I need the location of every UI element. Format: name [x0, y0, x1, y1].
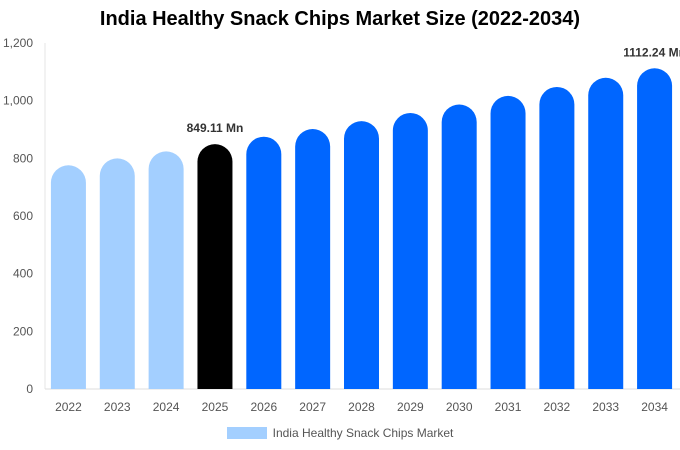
legend-swatch — [226, 427, 267, 439]
bar-2029 — [392, 112, 428, 390]
x-tick-label: 2029 — [397, 400, 424, 414]
bar-2027 — [295, 129, 331, 389]
x-tick-label: 2030 — [446, 400, 473, 414]
y-tick-label: 0 — [26, 382, 33, 396]
bar-2023 — [99, 158, 135, 389]
y-tick-label: 200 — [13, 324, 33, 338]
x-tick-label: 2028 — [348, 400, 375, 414]
y-tick-label: 600 — [13, 209, 33, 223]
x-tick-label: 2034 — [641, 400, 668, 414]
x-tick-label: 2026 — [250, 400, 277, 414]
x-tick-label: 2032 — [544, 400, 571, 414]
bar-2024 — [148, 151, 184, 389]
x-tick-label: 2027 — [299, 400, 326, 414]
y-tick-label: 800 — [13, 151, 33, 165]
bar-2026 — [246, 136, 282, 389]
legend: India Healthy Snack Chips Market — [0, 426, 680, 440]
x-tick-label: 2033 — [592, 400, 619, 414]
y-tick-label: 400 — [13, 267, 33, 281]
bar-2034 — [637, 68, 673, 389]
x-tick-label: 2024 — [153, 400, 180, 414]
bar-2032 — [539, 86, 575, 390]
bar-2025 — [197, 144, 233, 389]
x-tick-label: 2022 — [55, 400, 82, 414]
bar-2031 — [490, 95, 526, 389]
bar-2022 — [50, 165, 86, 389]
bar-2028 — [344, 121, 379, 389]
bar-2030 — [441, 104, 477, 389]
y-tick-label: 1,000 — [3, 94, 33, 108]
data-label: 1112.24 Mn — [623, 45, 680, 59]
chart-title: India Healthy Snack Chips Market Size (2… — [99, 8, 581, 30]
legend-label: India Healthy Snack Chips Market — [272, 426, 454, 440]
x-tick-label: 2031 — [495, 400, 522, 414]
x-tick-label: 2023 — [104, 400, 131, 414]
y-tick-label: 1,200 — [3, 36, 33, 50]
data-label: 849.11 Mn — [187, 121, 244, 135]
bar-2033 — [588, 77, 624, 389]
x-tick-label: 2025 — [202, 400, 229, 414]
